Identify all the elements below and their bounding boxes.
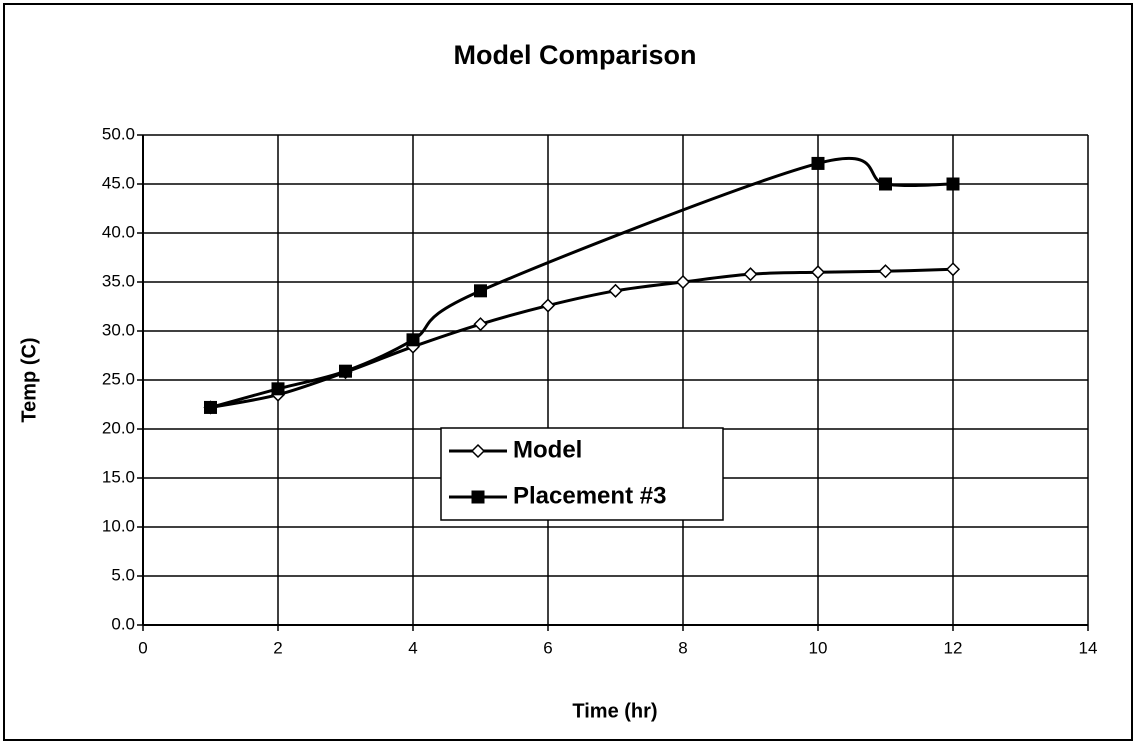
marker	[474, 284, 487, 298]
marker	[339, 364, 352, 378]
legend-label: Placement #3	[513, 482, 666, 509]
y-tick-label: 20.0	[102, 418, 135, 437]
marker	[945, 262, 961, 277]
x-tick-label: 6	[543, 638, 552, 657]
x-tick-label: 4	[408, 638, 417, 657]
marker	[946, 177, 960, 191]
y-tick-label: 30.0	[102, 320, 135, 339]
x-tick-label: 8	[678, 638, 687, 657]
x-tick-label: 10	[809, 638, 828, 657]
marker	[540, 298, 556, 313]
marker	[811, 156, 825, 170]
legend	[440, 427, 724, 521]
legend-label: Model	[513, 436, 582, 463]
y-tick-label: 0.0	[111, 614, 135, 633]
x-axis-label: Time (hr)	[572, 700, 657, 722]
marker	[204, 400, 217, 414]
chart-frame	[3, 3, 1133, 741]
marker	[471, 490, 485, 504]
marker	[810, 265, 826, 280]
marker	[879, 177, 892, 191]
marker	[878, 264, 893, 279]
marker	[608, 283, 623, 298]
x-tick-label: 14	[1079, 638, 1098, 657]
marker	[271, 382, 285, 396]
y-tick-label: 45.0	[102, 173, 135, 192]
marker	[473, 317, 488, 332]
x-tick-label: 0	[138, 638, 147, 657]
y-tick-label: 5.0	[111, 565, 135, 584]
marker	[470, 443, 486, 459]
y-tick-label: 40.0	[102, 222, 135, 241]
marker	[406, 333, 420, 347]
y-tick-label: 10.0	[102, 516, 135, 535]
x-tick-label: 2	[273, 638, 282, 657]
marker	[675, 274, 691, 290]
y-tick-label: 35.0	[102, 271, 135, 290]
marker	[743, 267, 758, 282]
y-tick-label: 25.0	[102, 369, 135, 388]
y-axis-label: Temp (C)	[18, 337, 40, 422]
y-tick-label: 15.0	[102, 467, 135, 486]
x-tick-label: 12	[944, 638, 963, 657]
y-tick-label: 50.0	[102, 124, 135, 143]
chart-title: Model Comparison	[453, 40, 696, 70]
